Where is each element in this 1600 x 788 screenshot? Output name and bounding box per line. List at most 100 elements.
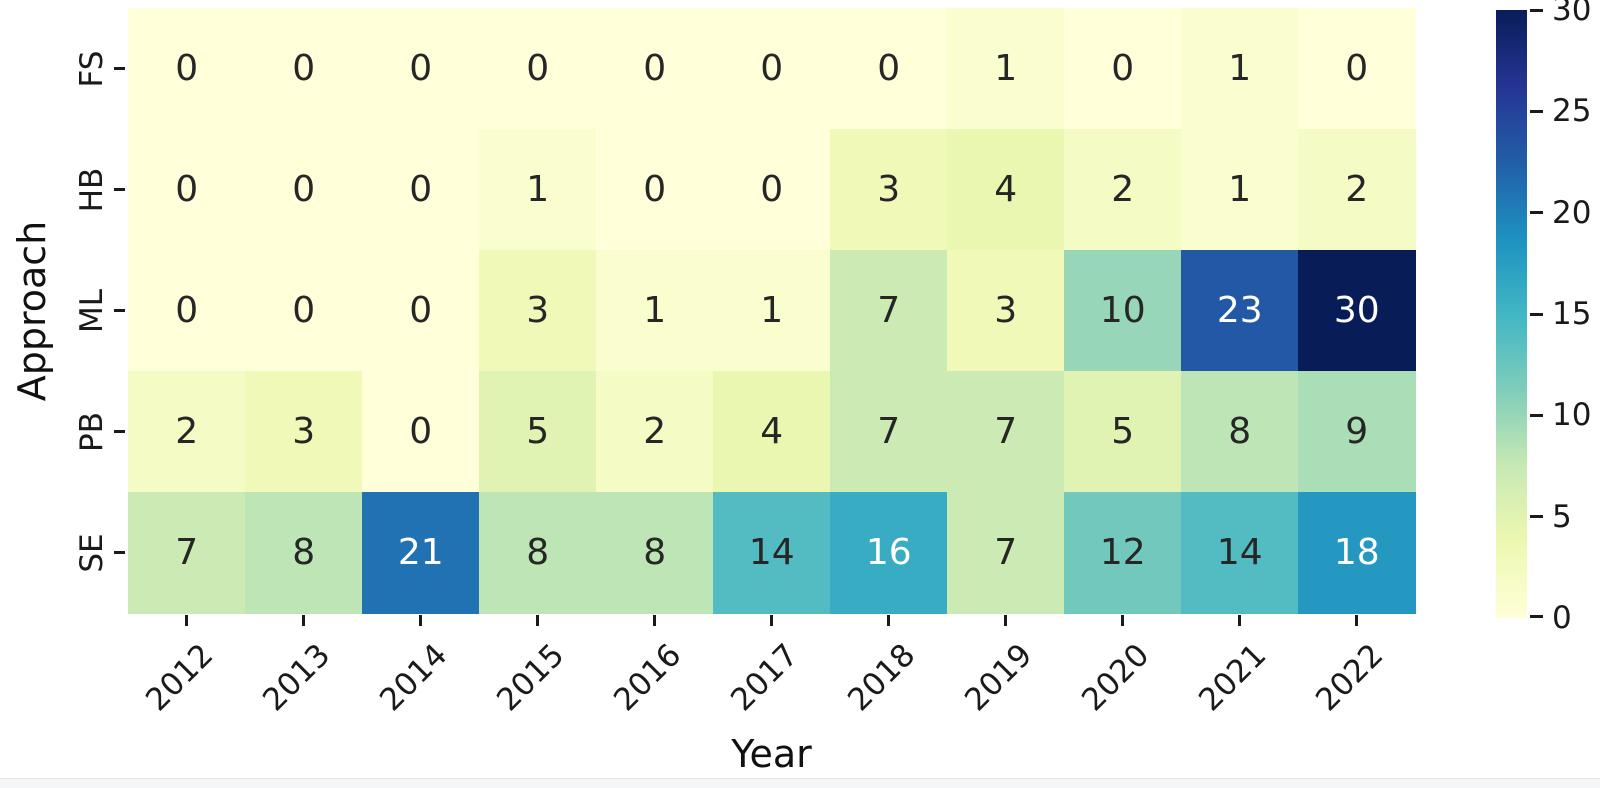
heatmap-cell: 0 — [128, 8, 246, 130]
heatmap-cell: 0 — [245, 8, 363, 130]
x-axis-tick — [1238, 615, 1241, 626]
heatmap-cell: 1 — [1181, 129, 1299, 251]
heatmap-cell: 2 — [1298, 129, 1416, 251]
heatmap-cell: 0 — [1064, 8, 1182, 130]
heatmap-cell: 0 — [830, 8, 948, 130]
heatmap-cell: 2 — [596, 371, 714, 493]
heatmap-cell: 7 — [830, 371, 948, 493]
x-tick-label: 2019 — [957, 637, 1039, 719]
x-axis-tick — [1004, 615, 1007, 626]
heatmap-cell: 8 — [596, 492, 714, 614]
heatmap-cell: 18 — [1298, 492, 1416, 614]
heatmap-cell: 30 — [1298, 250, 1416, 372]
x-tick-label: 2014 — [372, 637, 454, 719]
heatmap-cell: 4 — [947, 129, 1065, 251]
heatmap-cell: 5 — [479, 371, 597, 493]
colorbar-tick — [1530, 8, 1543, 12]
heatmap-cell: 0 — [596, 8, 714, 130]
x-axis-label: Year — [731, 732, 812, 776]
x-axis-tick — [887, 615, 890, 626]
y-axis-tick — [114, 188, 125, 191]
heatmap-cell: 0 — [479, 8, 597, 130]
heatmap-cell: 10 — [1064, 250, 1182, 372]
heatmap-cell: 1 — [947, 8, 1065, 130]
heatmap-cell: 14 — [713, 492, 831, 614]
colorbar-tick — [1530, 312, 1543, 316]
y-tick-label: SE — [74, 532, 110, 573]
y-tick-label: PB — [74, 411, 110, 452]
heatmap-cell: 3 — [479, 250, 597, 372]
x-tick-label: 2012 — [138, 637, 220, 719]
y-axis-label: Approach — [10, 220, 54, 401]
heatmap-cell: 1 — [479, 129, 597, 251]
heatmap-cell: 8 — [245, 492, 363, 614]
heatmap-cell: 0 — [1298, 8, 1416, 130]
heatmap-cell: 23 — [1181, 250, 1299, 372]
colorbar-tick-label: 25 — [1552, 93, 1592, 130]
plot-area: 0 0 0 0 0 0 0 1 0 1 0 0 0 0 1 0 0 3 4 2 1 2 0 0 0 3 1 1 7 3 10 23 30 2 3 0 5… — [128, 8, 1416, 614]
heatmap-cell: 7 — [128, 492, 246, 614]
x-tick-label: 2015 — [489, 637, 571, 719]
colorbar-gradient — [1496, 10, 1527, 618]
heatmap-cell: 0 — [128, 129, 246, 251]
colorbar-tick-label: 0 — [1552, 600, 1572, 636]
heatmap-cell: 7 — [947, 492, 1065, 614]
y-axis-tick — [114, 309, 125, 312]
heatmap-cell: 9 — [1298, 371, 1416, 493]
heatmap-cell: 21 — [362, 492, 480, 614]
heatmap-cell: 3 — [947, 250, 1065, 372]
heatmap-cell: 3 — [245, 371, 363, 493]
x-tick-label: 2017 — [723, 637, 805, 719]
colorbar-tick — [1530, 413, 1543, 417]
heatmap-cell: 8 — [479, 492, 597, 614]
x-axis-tick — [536, 615, 539, 626]
bottom-bar — [0, 778, 1600, 788]
y-axis-tick — [114, 67, 125, 70]
heatmap-cell: 14 — [1181, 492, 1299, 614]
x-axis-tick — [1121, 615, 1124, 626]
x-tick-label: 2020 — [1074, 637, 1156, 719]
heatmap-cell: 0 — [362, 250, 480, 372]
heatmap-cell: 2 — [1064, 129, 1182, 251]
heatmap-cell: 0 — [362, 129, 480, 251]
colorbar-tick — [1530, 211, 1543, 215]
colorbar-tick-label: 5 — [1552, 498, 1572, 535]
heatmap-cell: 8 — [1181, 371, 1299, 493]
y-axis-tick — [114, 551, 125, 554]
y-axis-tick — [114, 430, 125, 433]
colorbar-tick — [1530, 109, 1543, 113]
y-tick-label: HB — [74, 167, 110, 212]
x-axis-tick — [1355, 615, 1358, 626]
colorbar-tick-label: 20 — [1552, 194, 1592, 231]
y-tick-label: FS — [74, 50, 110, 87]
x-axis-tick — [185, 615, 188, 626]
colorbar-tick — [1530, 614, 1543, 618]
x-axis-tick — [302, 615, 305, 626]
heatmap-cell: 2 — [128, 371, 246, 493]
colorbar-tick-label: 10 — [1552, 397, 1592, 434]
x-tick-label: 2013 — [255, 637, 337, 719]
x-axis-tick — [419, 615, 422, 626]
y-tick-label: ML — [74, 288, 110, 333]
colorbar-tick-label: 30 — [1552, 0, 1592, 28]
heatmap-cell: 1 — [1181, 8, 1299, 130]
x-tick-label: 2018 — [840, 637, 922, 719]
heatmap-cell: 12 — [1064, 492, 1182, 614]
heatmap-cell: 0 — [362, 8, 480, 130]
heatmap-cell: 5 — [1064, 371, 1182, 493]
heatmap-cell: 7 — [830, 250, 948, 372]
heatmap-cell: 0 — [713, 8, 831, 130]
heatmap-cell: 1 — [713, 250, 831, 372]
heatmap-cell: 1 — [596, 250, 714, 372]
colorbar-tick — [1530, 515, 1543, 519]
heatmap-cell: 0 — [128, 250, 246, 372]
x-axis-tick — [770, 615, 773, 626]
heatmap-cell: 0 — [713, 129, 831, 251]
heatmap-cell: 0 — [362, 371, 480, 493]
x-tick-label: 2022 — [1308, 637, 1390, 719]
heatmap-cell: 7 — [947, 371, 1065, 493]
x-axis-tick — [653, 615, 656, 626]
x-tick-label: 2016 — [606, 637, 688, 719]
x-tick-label: 2021 — [1191, 637, 1273, 719]
